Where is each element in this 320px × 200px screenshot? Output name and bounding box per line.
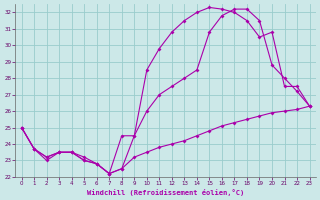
X-axis label: Windchill (Refroidissement éolien,°C): Windchill (Refroidissement éolien,°C)	[87, 189, 244, 196]
